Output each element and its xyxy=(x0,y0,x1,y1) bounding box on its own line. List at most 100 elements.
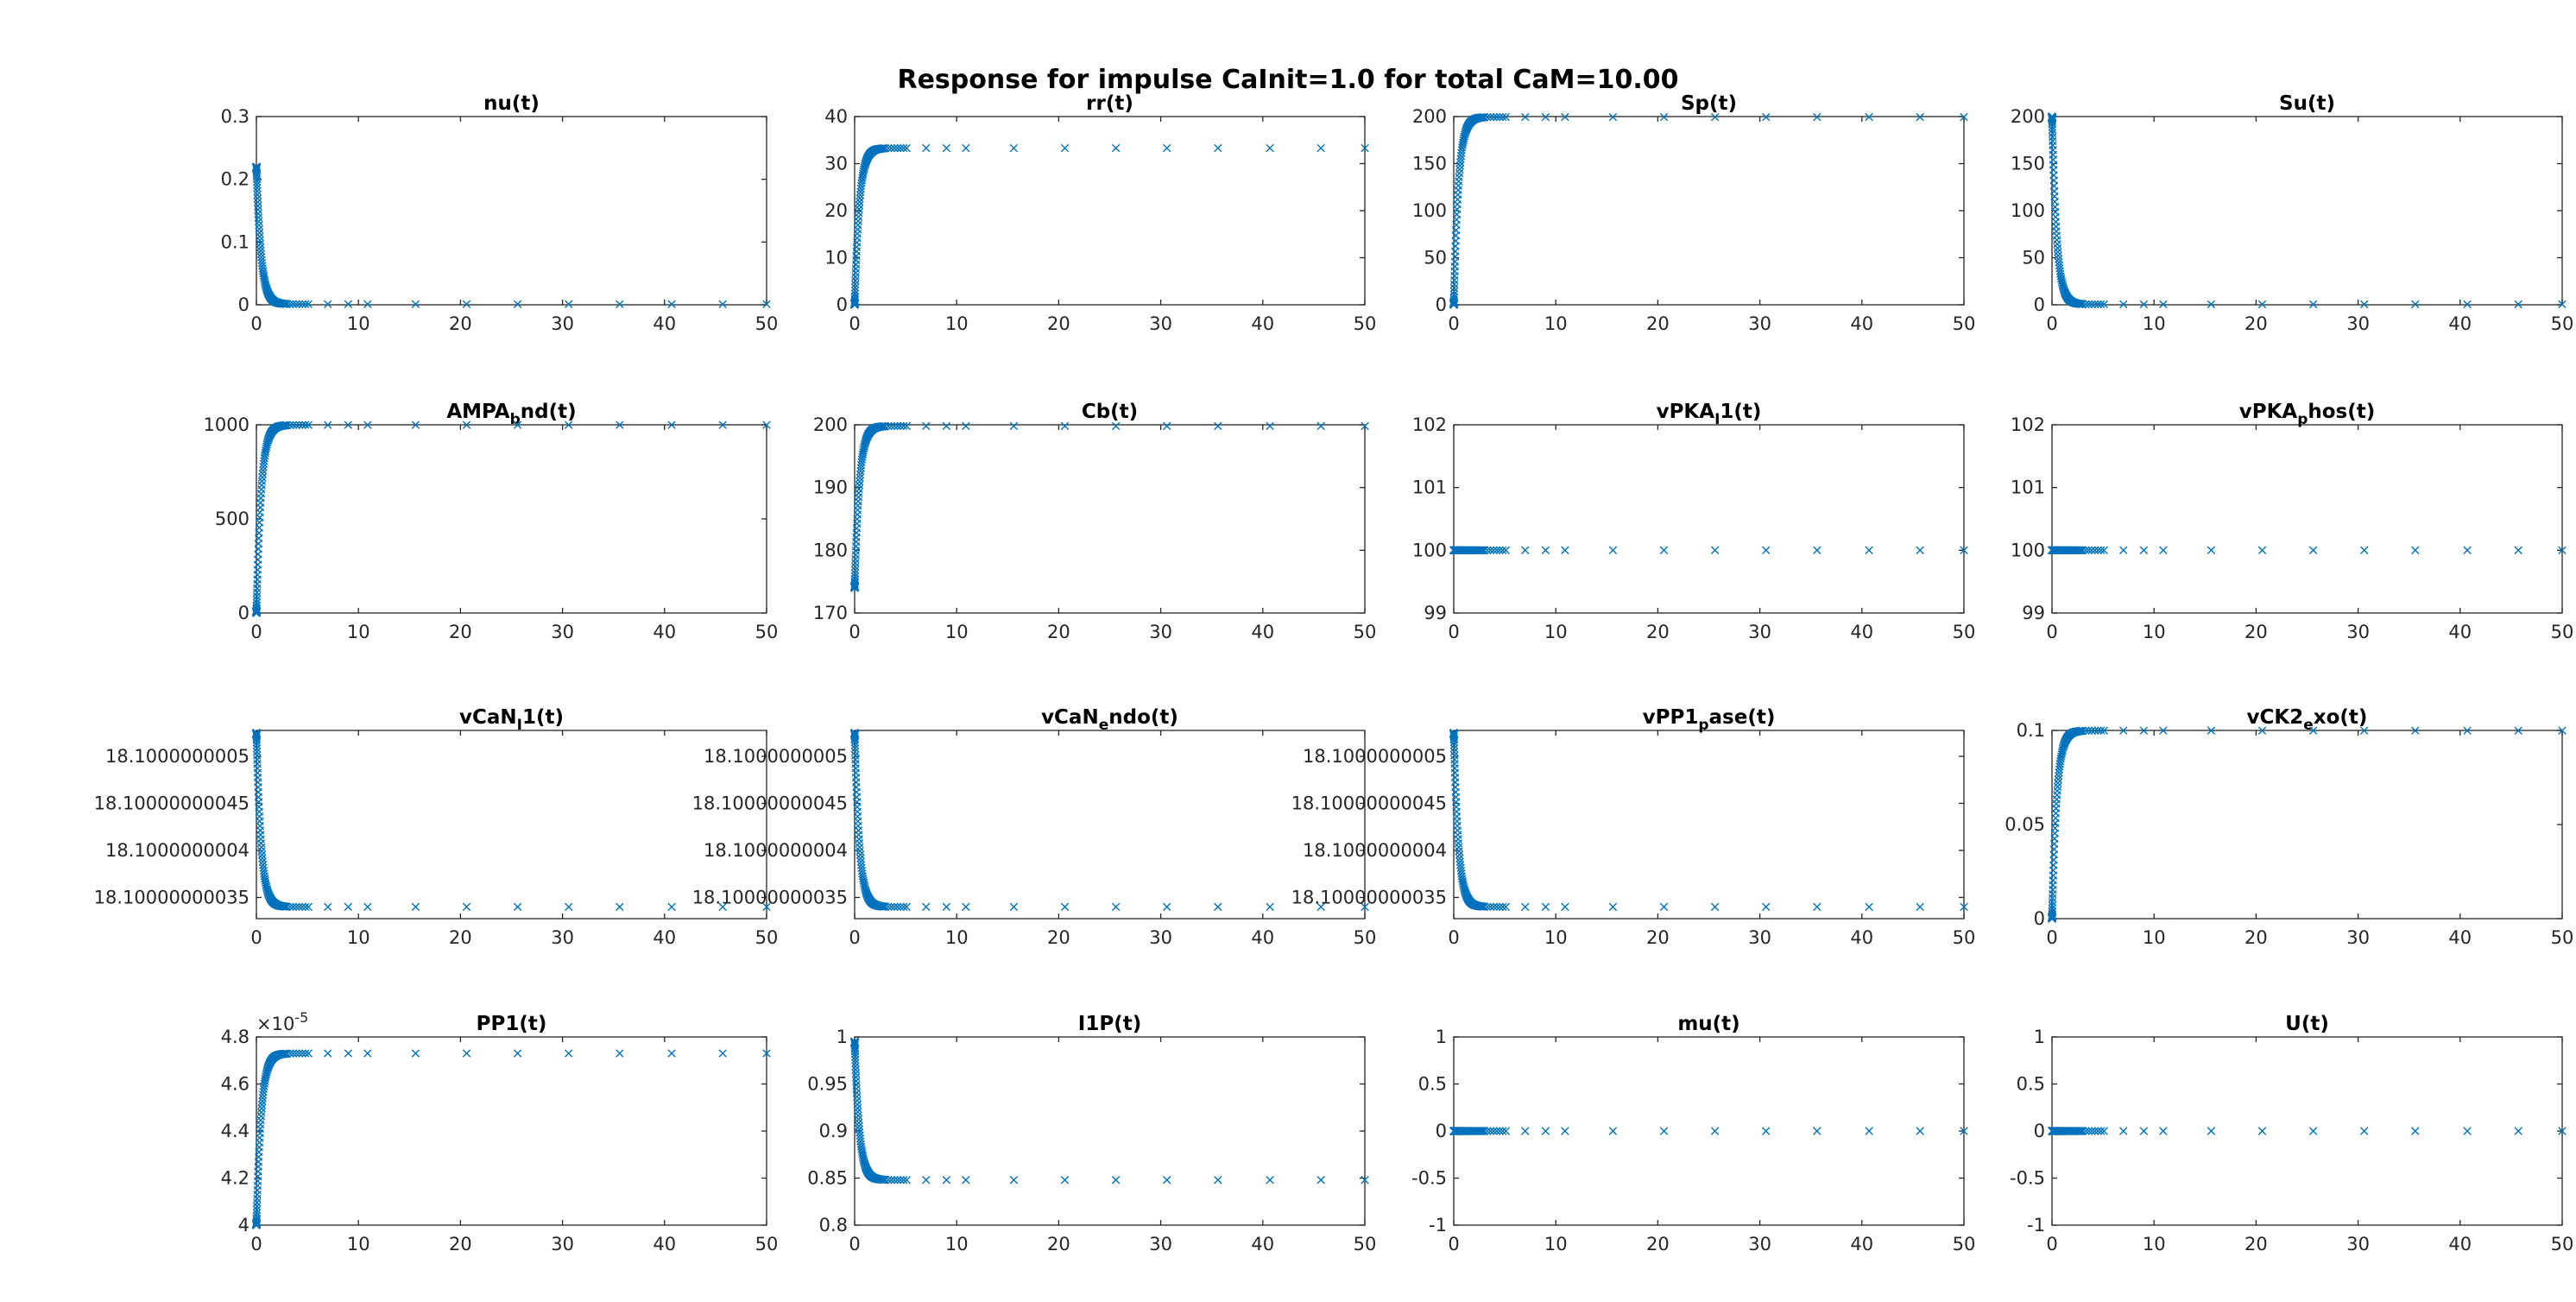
x-tick-label: 0 xyxy=(849,313,860,334)
data-point xyxy=(1361,902,1369,912)
data-point xyxy=(253,190,262,199)
data-point xyxy=(1960,112,1968,122)
data-point xyxy=(854,1108,862,1116)
subplot-title: nu(t) xyxy=(483,92,540,115)
data-point xyxy=(1214,1175,1222,1185)
subplot-12: 0 10 20 30 40 50 0 0.05 0.1 vCK2exo(t) xyxy=(2005,706,2573,948)
data-point xyxy=(856,850,865,859)
y-tick-label: 18.10000000045 xyxy=(94,793,249,813)
data-point xyxy=(922,1175,931,1185)
data-point xyxy=(2099,726,2108,735)
y-tick-label: 101 xyxy=(2011,477,2045,498)
y-tick-label: 0.85 xyxy=(807,1168,848,1189)
data-point xyxy=(294,1049,304,1058)
data-point xyxy=(253,198,262,206)
series-markers xyxy=(2048,1127,2567,1135)
data-point xyxy=(896,421,905,431)
y-tick-label: 10 xyxy=(824,248,848,269)
subplot-6: 0 10 20 30 40 50 170 180 190 200 Cb(t) xyxy=(813,401,1376,642)
y-tick-label: 18.1000000005 xyxy=(704,746,848,767)
x-tick-label: 40 xyxy=(653,1234,676,1255)
data-point xyxy=(850,283,860,292)
y-tick-label: 170 xyxy=(813,603,848,623)
x-tick-label: 50 xyxy=(755,313,779,334)
data-point xyxy=(1480,546,1489,555)
data-point xyxy=(252,591,262,601)
data-point xyxy=(256,246,265,256)
x-tick-label: 40 xyxy=(2448,622,2472,642)
x-tick-label: 20 xyxy=(449,1234,472,1255)
data-point xyxy=(1499,902,1507,912)
data-point xyxy=(856,193,864,203)
data-point xyxy=(1460,884,1468,893)
data-point xyxy=(942,421,951,431)
data-point xyxy=(1449,283,1459,293)
data-point xyxy=(2139,726,2149,735)
y-tick-label: 101 xyxy=(1412,477,1447,498)
data-point xyxy=(1316,1175,1325,1185)
data-point xyxy=(2048,123,2056,131)
y-tick-label: 40 xyxy=(824,106,848,127)
data-point xyxy=(1916,546,1924,555)
y-tick-label: 50 xyxy=(1424,248,1447,269)
axes-box xyxy=(854,730,1366,920)
data-point xyxy=(1710,112,1720,122)
data-point xyxy=(855,201,864,210)
data-point xyxy=(292,902,300,912)
data-point xyxy=(1480,1127,1489,1135)
data-point xyxy=(900,143,908,153)
y-tick-label: 0 xyxy=(2034,1121,2045,1141)
data-point xyxy=(301,1049,310,1058)
data-point xyxy=(564,420,573,429)
data-point xyxy=(1489,546,1498,555)
data-point xyxy=(1316,421,1325,431)
data-point xyxy=(850,741,860,749)
x-tick-label: 10 xyxy=(945,1234,969,1255)
data-point xyxy=(257,1104,266,1113)
data-point xyxy=(2558,1127,2567,1135)
x-tick-label: 20 xyxy=(449,622,472,642)
data-point xyxy=(2078,546,2087,555)
data-point xyxy=(1501,112,1510,122)
data-point xyxy=(2093,726,2102,735)
x-tick-label: 10 xyxy=(1544,927,1568,948)
x-tick-label: 10 xyxy=(347,1234,370,1255)
data-point xyxy=(616,300,624,308)
data-point xyxy=(262,884,271,893)
data-point xyxy=(1495,546,1504,555)
data-point xyxy=(1449,748,1459,756)
data-point xyxy=(288,420,298,429)
x-tick-label: 40 xyxy=(653,313,676,334)
data-point xyxy=(1060,1175,1070,1185)
series-markers xyxy=(1449,112,1968,309)
data-point xyxy=(1483,113,1492,122)
x-tick-label: 30 xyxy=(1748,927,1771,948)
data-point xyxy=(252,1202,262,1211)
data-point xyxy=(2048,129,2057,138)
y-tick-label: 1 xyxy=(837,1027,848,1047)
x-tick-label: 40 xyxy=(1251,313,1274,334)
data-point xyxy=(850,566,860,575)
data-point xyxy=(1449,290,1458,299)
data-point xyxy=(922,143,931,153)
data-point xyxy=(1561,546,1569,555)
data-point xyxy=(363,420,372,429)
data-point xyxy=(2463,1127,2472,1135)
data-point xyxy=(286,1049,294,1058)
data-point xyxy=(1659,546,1669,555)
x-tick-label: 40 xyxy=(2448,1234,2472,1255)
data-point xyxy=(2359,300,2369,309)
y-tick-label: 100 xyxy=(2011,200,2045,221)
data-point xyxy=(1916,1127,1924,1135)
data-point xyxy=(2139,546,2149,555)
data-point xyxy=(1916,902,1924,912)
data-point xyxy=(252,1211,261,1220)
data-point xyxy=(1455,158,1465,167)
data-point xyxy=(1541,546,1550,555)
data-point xyxy=(1111,1175,1121,1185)
data-point xyxy=(363,1049,372,1058)
data-point xyxy=(363,300,372,308)
y-tick-label: -0.5 xyxy=(2010,1168,2045,1189)
series-markers xyxy=(2048,546,2567,555)
